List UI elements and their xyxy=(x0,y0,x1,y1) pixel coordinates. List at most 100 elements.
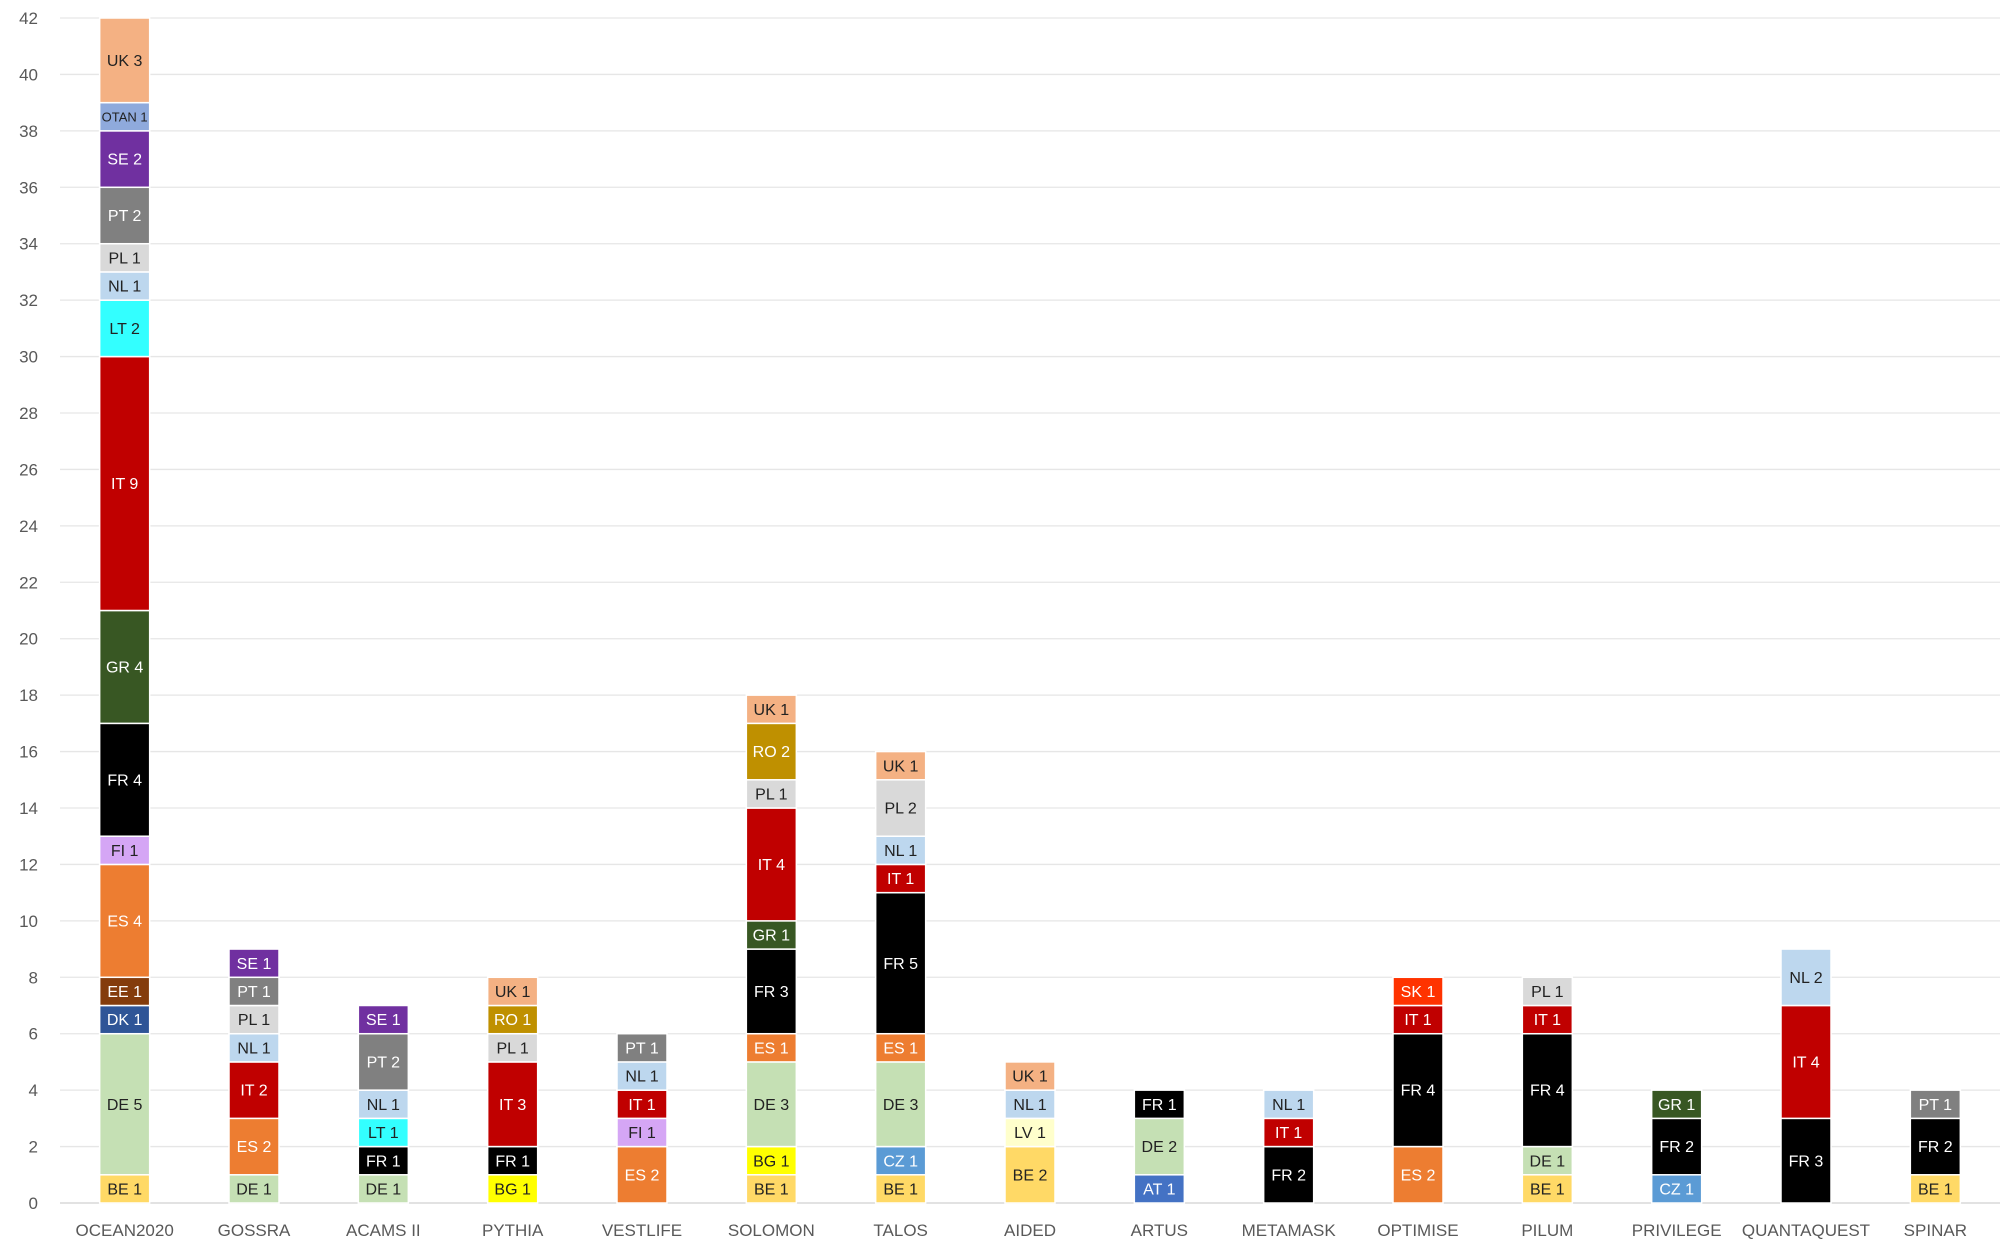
bar-segment xyxy=(1392,976,1444,1007)
y-tick-label: 12 xyxy=(19,855,38,874)
bar-segment xyxy=(1909,1089,1962,1120)
bar-segment xyxy=(1004,1061,1056,1091)
bar-segment xyxy=(745,1174,798,1204)
bar-segment xyxy=(1650,1174,1703,1204)
bar-segment-label: PT 1 xyxy=(237,984,271,1001)
x-axis-category-labels: OCEAN2020 GOSSRA ACAMS II PYTHIA VESTLIFE SOL… xyxy=(76,1221,1967,1240)
bar-segment-label: UK 1 xyxy=(495,984,531,1001)
bar-segment-label: AT 1 xyxy=(1143,1181,1175,1198)
bar-segment xyxy=(745,807,798,922)
bar-segment xyxy=(357,1032,410,1091)
bar-segment-label: FR 1 xyxy=(366,1153,401,1170)
bar-segment-label: GR 4 xyxy=(106,660,143,677)
bar-segment-label: FR 4 xyxy=(107,772,142,789)
bar-segment xyxy=(1650,1089,1703,1120)
bar-segment-label: IT 4 xyxy=(758,857,785,874)
bar-segment xyxy=(486,1145,539,1176)
bar-segment xyxy=(98,186,151,245)
bar-segment-label: FI 1 xyxy=(111,843,139,860)
bar-segment xyxy=(357,1145,410,1176)
bar-segment-label: ES 2 xyxy=(237,1139,272,1156)
bar-segment xyxy=(745,920,798,950)
bar-segment xyxy=(1133,1117,1186,1176)
bar-segment xyxy=(98,1004,151,1035)
x-category-label: METAMASK xyxy=(1242,1221,1337,1240)
bar-segment-label: ES 1 xyxy=(883,1040,918,1057)
bar-segment-label: GR 1 xyxy=(753,928,790,945)
bar-segment-label: UK 3 xyxy=(107,53,143,70)
bar-segment xyxy=(1521,1032,1574,1148)
y-tick-label: 8 xyxy=(29,968,38,987)
y-tick-label: 10 xyxy=(19,912,38,931)
bar-segment xyxy=(1650,1117,1703,1176)
bar-segment xyxy=(1392,1032,1444,1148)
bar-segment xyxy=(616,1032,668,1063)
bar-segment xyxy=(745,694,798,725)
bar-segment-label: PL 1 xyxy=(109,250,141,267)
bar-segment-label: FR 4 xyxy=(1401,1083,1436,1100)
bar-segment-label: NL 1 xyxy=(1272,1097,1305,1114)
y-tick-label: 40 xyxy=(19,65,38,84)
y-tick-label: 36 xyxy=(19,178,38,197)
y-tick-label: 30 xyxy=(19,348,38,367)
bar-segment-label: GR 1 xyxy=(1658,1097,1695,1114)
bar-segment xyxy=(228,1061,280,1120)
x-category-label: AIDED xyxy=(1004,1221,1056,1240)
y-tick-label: 20 xyxy=(19,630,38,649)
bar-stack: DE 1 FR 1 LT 1 NL 1 PT 2 SE 1 xyxy=(357,1004,410,1204)
bar-segment xyxy=(98,835,151,866)
bar-segment-label: DE 1 xyxy=(366,1181,402,1198)
x-category-label: SOLOMON xyxy=(728,1221,815,1240)
bar-segment-label: IT 1 xyxy=(628,1097,655,1114)
bar-segment-label: BE 1 xyxy=(1918,1181,1953,1198)
bar-segment xyxy=(1909,1174,1962,1204)
bar-segment xyxy=(874,1032,927,1063)
x-category-label: QUANTAQUEST xyxy=(1742,1221,1870,1240)
bar-segment-label: IT 1 xyxy=(1534,1012,1561,1029)
bar-segment-label: FR 1 xyxy=(495,1153,530,1170)
y-tick-label: 34 xyxy=(19,235,38,254)
x-category-label: ARTUS xyxy=(1131,1221,1188,1240)
y-tick-label: 16 xyxy=(19,743,38,762)
bar-segment-label: SE 1 xyxy=(366,1012,401,1029)
bar-stack: FR 2 IT 1 NL 1 xyxy=(1262,1089,1315,1204)
bar-segment-label: FR 2 xyxy=(1659,1139,1694,1156)
bar-segment-label: FI 1 xyxy=(628,1125,656,1142)
bar-segment xyxy=(616,1089,668,1120)
bar-segment-label: IT 1 xyxy=(1275,1125,1302,1142)
bar-segment-label: PT 2 xyxy=(367,1055,401,1072)
y-tick-label: 14 xyxy=(19,799,38,818)
bar-segment xyxy=(1521,1174,1574,1204)
bar-stack: BE 1 DE 1 FR 4 IT 1 PL 1 xyxy=(1521,976,1574,1204)
bar-segment-label: UK 1 xyxy=(883,758,919,775)
bar-segment-label: BE 2 xyxy=(1013,1167,1048,1184)
bar-segment-label: NL 1 xyxy=(367,1097,400,1114)
bar-segment-label: NL 1 xyxy=(625,1069,658,1086)
bar-segment xyxy=(98,17,151,104)
bar-segment-label: SK 1 xyxy=(1401,984,1436,1001)
gridlines xyxy=(60,17,2000,1204)
bar-segment-label: NL 1 xyxy=(884,843,917,860)
bar-segment-label: EE 1 xyxy=(107,984,142,1001)
bar-segment-label: FR 3 xyxy=(1789,1153,1824,1170)
bar-stack: BE 1 FR 2 PT 1 xyxy=(1909,1089,1962,1204)
bar-segment xyxy=(1262,1117,1315,1148)
bar-segment-label: ES 2 xyxy=(625,1167,660,1184)
y-tick-label: 42 xyxy=(19,9,38,28)
bar-stack: BG 1 FR 1 IT 3 PL 1 RO 1 UK 1 xyxy=(486,976,539,1204)
bar-segment-label: RO 1 xyxy=(494,1012,531,1029)
bar-segment-label: IT 1 xyxy=(887,871,914,888)
y-tick-label: 18 xyxy=(19,686,38,705)
bar-segment-label: PT 2 xyxy=(108,208,142,225)
bar-segment xyxy=(228,1174,280,1204)
bar-segment-label: FR 2 xyxy=(1271,1167,1306,1184)
bar-segment-label: UK 1 xyxy=(754,702,790,719)
y-tick-label: 0 xyxy=(29,1194,38,1213)
bar-segment xyxy=(745,779,798,809)
bar-segment-label: ES 1 xyxy=(754,1040,789,1057)
bar-segment-label: NL 2 xyxy=(1789,970,1822,987)
bar-segment-label: BG 1 xyxy=(753,1153,790,1170)
bar-segment-label: FR 4 xyxy=(1530,1083,1565,1100)
bar-stack: FR 3 IT 4 NL 2 xyxy=(1780,948,1832,1204)
